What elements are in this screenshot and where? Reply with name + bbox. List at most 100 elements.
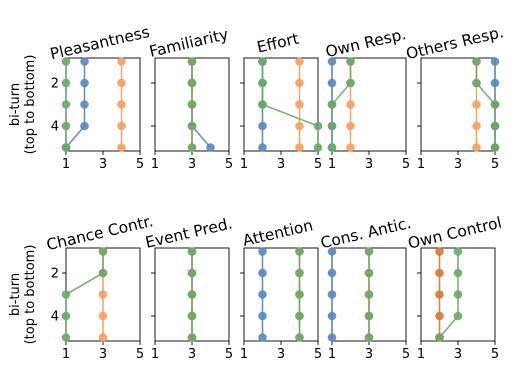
x-tick-label: 1 — [328, 347, 336, 362]
data-point-blue — [258, 290, 267, 299]
data-point-orange — [98, 290, 108, 299]
data-point-blue — [80, 121, 89, 131]
data-point-green — [453, 290, 463, 299]
data-point-green — [364, 268, 374, 278]
data-point-orange — [295, 143, 304, 152]
x-tick-label: 1 — [62, 157, 70, 172]
x-tick-label: 5 — [136, 157, 144, 172]
panel-frame — [65, 57, 141, 152]
data-point-blue — [327, 333, 337, 342]
x-tick-label: 5 — [225, 347, 233, 362]
panel-title: Effort — [255, 30, 300, 57]
x-tick-label: 5 — [402, 157, 410, 172]
data-point-green — [295, 268, 304, 278]
y-tick-label: 4 — [51, 310, 59, 325]
x-tick-label: 1 — [151, 157, 159, 172]
data-point-green — [435, 333, 444, 342]
data-point-brown — [435, 311, 444, 321]
y-axis-label: bi-turn — [8, 83, 23, 126]
x-tick-label: 1 — [417, 157, 425, 172]
data-point-blue — [258, 121, 267, 131]
data-point-green — [61, 100, 71, 109]
data-point-green — [187, 143, 197, 152]
panel-frame — [243, 57, 319, 152]
panel-event-pred: Event Pred. 1 3 5 — [144, 214, 235, 362]
data-point-green — [364, 333, 374, 342]
data-point-blue — [327, 290, 337, 299]
x-tick-label: 3 — [454, 157, 462, 172]
panel-title: Own Control — [406, 214, 503, 253]
data-point-orange — [295, 121, 304, 131]
data-point-green — [327, 143, 337, 152]
x-tick-label: 5 — [491, 157, 499, 172]
data-point-blue — [327, 78, 337, 88]
data-point-orange — [117, 143, 126, 152]
x-tick-label: 1 — [62, 347, 70, 362]
data-point-blue — [258, 333, 267, 342]
data-point-blue — [327, 268, 337, 278]
panel-title: Pleasantness — [48, 23, 151, 63]
data-point-green — [61, 311, 71, 321]
data-point-green — [472, 57, 481, 66]
data-point-blue — [490, 78, 500, 88]
panel-others-resp: Others Resp. 1 3 5 — [404, 23, 505, 172]
data-point-green — [258, 57, 267, 66]
x-tick-label: 1 — [240, 157, 248, 172]
data-point-green — [295, 311, 304, 321]
x-tick-label: 3 — [277, 157, 285, 172]
data-point-orange — [472, 100, 481, 109]
data-point-green — [187, 100, 197, 109]
panel-title: Familiarity — [148, 25, 230, 61]
panel-attention: Attention 1 3 5 — [240, 216, 322, 362]
x-tick-label: 3 — [188, 157, 196, 172]
data-point-green — [364, 311, 374, 321]
data-point-orange — [117, 78, 126, 88]
panel-frame — [331, 57, 407, 152]
data-point-green — [295, 333, 304, 342]
data-point-orange — [295, 100, 304, 109]
data-point-blue — [258, 247, 267, 256]
data-point-orange — [117, 100, 126, 109]
data-point-green — [453, 311, 463, 321]
x-tick-label: 3 — [365, 157, 373, 172]
data-point-green — [98, 247, 108, 256]
data-point-green — [258, 78, 267, 88]
data-point-blue — [80, 57, 89, 66]
data-point-green — [61, 290, 71, 299]
data-point-green — [346, 78, 355, 88]
data-point-blue — [258, 268, 267, 278]
x-tick-label: 5 — [314, 347, 322, 362]
data-point-orange — [117, 121, 126, 131]
data-point-orange — [346, 121, 355, 131]
data-point-green — [490, 100, 500, 109]
x-tick-label: 5 — [314, 157, 322, 172]
data-point-green — [327, 121, 337, 131]
data-point-green — [61, 57, 71, 66]
data-point-green — [187, 290, 197, 299]
panel-familiarity: Familiarity 1 3 5 — [148, 25, 233, 172]
panel-cons-antic: Cons. Antic. 1 3 5 — [319, 214, 413, 362]
panel-pleasantness: Pleasantness 1 3 5 2 4 — [48, 23, 151, 172]
data-point-blue — [327, 57, 337, 66]
data-point-green — [346, 57, 355, 66]
panel-own-resp: Own Resp. 1 3 5 — [324, 25, 410, 172]
data-point-brown — [435, 290, 444, 299]
data-point-brown — [435, 268, 444, 278]
data-point-blue — [327, 311, 337, 321]
x-tick-label: 3 — [188, 347, 196, 362]
data-point-orange — [346, 100, 355, 109]
data-point-blue — [80, 78, 89, 88]
x-tick-label: 3 — [365, 347, 373, 362]
data-point-green — [258, 100, 267, 109]
data-point-green — [472, 78, 481, 88]
data-point-green — [187, 247, 197, 256]
data-point-green — [364, 290, 374, 299]
data-point-green — [490, 121, 500, 131]
data-point-green — [187, 57, 197, 66]
series-line-green — [65, 251, 104, 338]
data-point-green — [187, 268, 197, 278]
x-tick-label: 3 — [277, 347, 285, 362]
data-point-green — [490, 143, 500, 152]
data-point-green — [187, 78, 197, 88]
